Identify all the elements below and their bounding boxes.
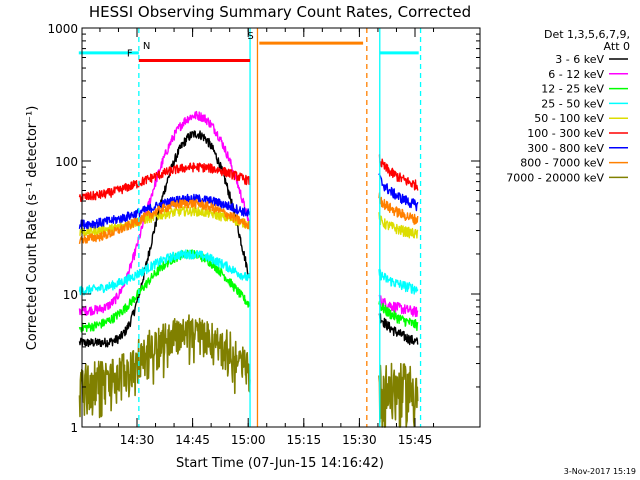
legend-label-4: 50 - 100 keV	[534, 112, 604, 125]
x-tick-label-3: 15:15	[287, 433, 322, 447]
flag-label-S: S	[247, 31, 253, 42]
series-line-7	[78, 192, 419, 245]
y-tick-label-0: 1	[70, 421, 78, 435]
plot-frame	[81, 27, 481, 428]
series-line-0	[78, 130, 419, 348]
series-line-5	[78, 154, 419, 202]
y-tick-label-1: 10	[63, 288, 78, 302]
legend-header-1: Att 0	[604, 40, 630, 53]
legend-label-3: 25 - 50 keV	[541, 97, 604, 110]
legend-label-1: 6 - 12 keV	[548, 68, 604, 81]
series-line-3	[78, 249, 419, 296]
legend-label-7: 800 - 7000 keV	[520, 157, 604, 170]
y-tick-label-3: 1000	[47, 22, 78, 36]
y-tick-label-2: 100	[55, 155, 78, 169]
x-tick-label-4: 15:30	[342, 433, 377, 447]
legend: Det 1,3,5,6,7,9,Att 03 - 6 keV 6 - 12 keV…	[506, 28, 630, 184]
series-line-6	[78, 172, 419, 230]
x-tick-label-2: 15:00	[231, 433, 266, 447]
y-axis-label: Corrected Count Rate (s⁻¹ detector⁻¹)	[25, 106, 40, 351]
x-axis-label: Start Time (07-Jun-15 14:16:42)	[176, 456, 384, 471]
series-line-1	[78, 110, 419, 318]
x-tick-label-0: 14:30	[120, 433, 155, 447]
footer-date: 3-Nov-2017 15:19	[564, 467, 636, 476]
legend-label-6: 300 - 800 keV	[527, 142, 604, 155]
x-tick-label-5: 15:45	[398, 433, 433, 447]
legend-label-5: 100 - 300 keV	[527, 127, 604, 140]
flag-label-N: N	[143, 41, 150, 52]
series-line-8	[78, 314, 419, 428]
legend-header-0: Det 1,3,5,6,7,9,	[544, 28, 630, 41]
legend-label-0: 3 - 6 keV	[555, 53, 604, 66]
legend-label-8: 7000 - 20000 keV	[506, 171, 604, 184]
x-tick-label-1: 14:45	[175, 433, 210, 447]
chart-title: HESSI Observing Summary Count Rates, Cor…	[89, 3, 471, 21]
legend-label-2: 12 - 25 keV	[541, 83, 604, 96]
flag-label-F: F	[127, 48, 133, 59]
series-line-2	[78, 249, 419, 333]
